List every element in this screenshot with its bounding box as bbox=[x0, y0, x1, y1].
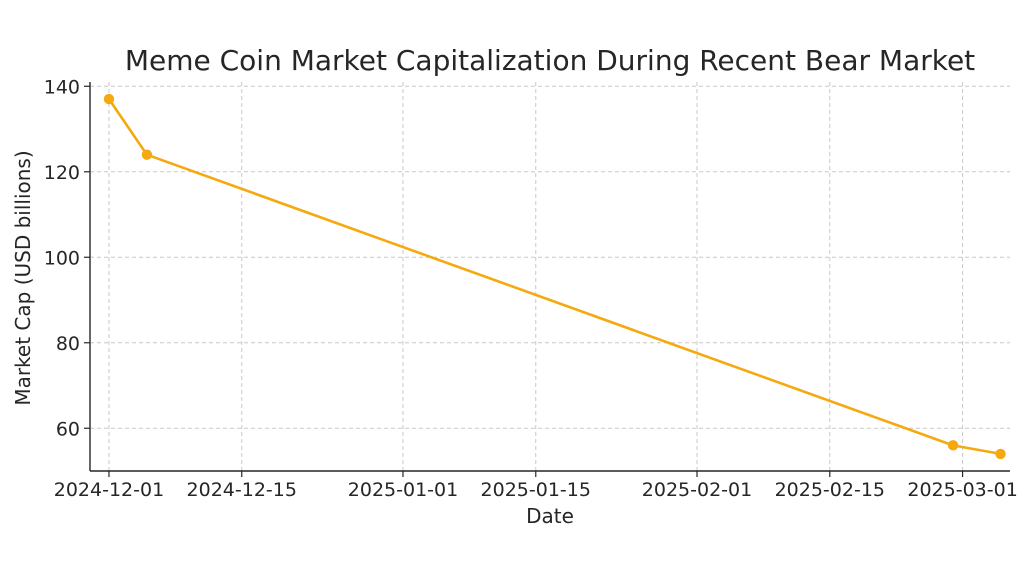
x-tick-label: 2025-03-01 bbox=[907, 479, 1017, 501]
x-tick-label: 2024-12-15 bbox=[187, 479, 297, 501]
chart-title: Meme Coin Market Capitalization During R… bbox=[125, 44, 975, 77]
y-tick-label: 60 bbox=[56, 418, 80, 440]
x-axis-ticks: 2024-12-01 2024-12-15 2025-01-01 2025-01-15… bbox=[54, 471, 1018, 501]
y-tick-label: 100 bbox=[44, 247, 80, 269]
data-point bbox=[141, 149, 153, 160]
x-tick-label: 2025-02-15 bbox=[775, 479, 885, 501]
data-point bbox=[947, 440, 959, 451]
series-layer bbox=[103, 93, 1006, 460]
y-tick-label: 120 bbox=[44, 162, 80, 184]
x-tick-label: 2024-12-01 bbox=[54, 479, 164, 501]
y-tick-label: 140 bbox=[44, 76, 80, 98]
y-axis-ticks: 60 80 100 120 140 bbox=[44, 76, 90, 440]
grid bbox=[90, 82, 1010, 471]
x-tick-label: 2025-01-15 bbox=[481, 479, 591, 501]
series-line bbox=[107, 97, 1002, 456]
x-tick-label: 2025-01-01 bbox=[348, 479, 458, 501]
data-point bbox=[995, 448, 1006, 460]
y-tick-label: 80 bbox=[56, 333, 80, 355]
y-axis-label: Market Cap (USD billions) bbox=[11, 150, 35, 405]
axes bbox=[89, 82, 1010, 472]
x-axis-label: Date bbox=[526, 504, 574, 528]
x-tick-label: 2025-02-01 bbox=[642, 479, 752, 501]
data-point bbox=[103, 93, 115, 105]
